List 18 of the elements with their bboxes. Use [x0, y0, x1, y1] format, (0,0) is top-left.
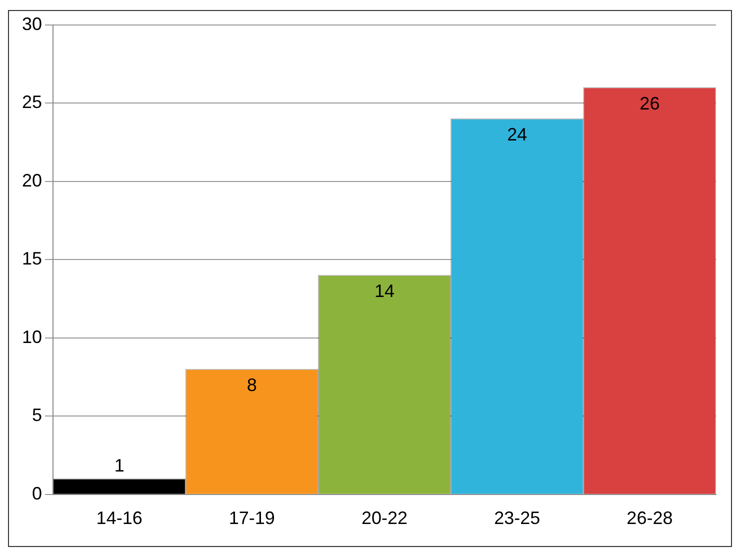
- data-label: 8: [246, 375, 257, 396]
- x-tick-label: 20-22: [361, 508, 408, 528]
- data-label: 26: [640, 93, 660, 114]
- x-tick-label: 23-25: [494, 508, 540, 528]
- x-tick-label: 26-28: [626, 508, 673, 528]
- data-label: 24: [507, 124, 528, 145]
- x-tick-label: 14-16: [96, 508, 142, 528]
- x-tick-label: 17-19: [228, 508, 275, 528]
- data-label: 14: [374, 281, 395, 302]
- y-tick-label: 30: [22, 14, 42, 34]
- y-tick-label: 20: [22, 170, 42, 190]
- bar: [53, 478, 186, 494]
- y-tick-label: 5: [32, 405, 42, 426]
- y-tick-label: 25: [22, 92, 42, 112]
- y-tick-label: 0: [32, 483, 42, 504]
- y-tick-label: 15: [22, 248, 42, 269]
- y-tick-label: 10: [22, 326, 42, 347]
- data-label: 1: [114, 456, 124, 476]
